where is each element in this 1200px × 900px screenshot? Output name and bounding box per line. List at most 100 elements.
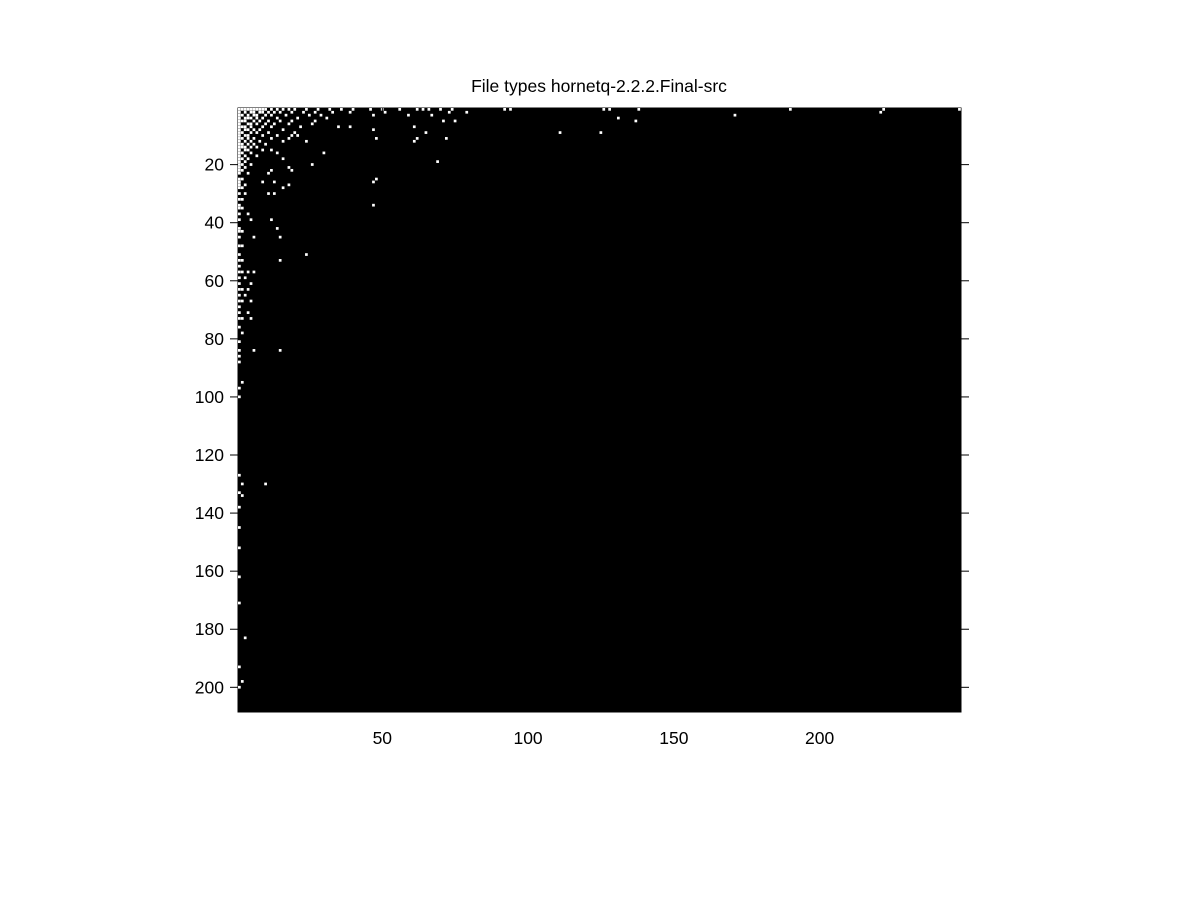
heatmap-cell — [310, 122, 314, 126]
heatmap-cell — [340, 108, 343, 111]
heatmap-cell — [249, 282, 253, 285]
y-tick-label: 160 — [195, 561, 224, 581]
heatmap-cell — [240, 125, 244, 129]
x-tick-label: 150 — [659, 728, 688, 748]
plot-area — [237, 107, 962, 713]
heatmap-cell — [328, 108, 332, 111]
heatmap-cell — [278, 119, 282, 123]
heatmap-cell — [602, 108, 606, 111]
heatmap-cell — [243, 148, 247, 152]
heatmap-cell — [296, 134, 300, 137]
heatmap-cell — [430, 113, 434, 117]
heatmap-cell — [249, 139, 253, 143]
heatmap-cell — [238, 151, 241, 155]
heatmap-cell — [238, 575, 241, 579]
heatmap-cell — [882, 108, 886, 111]
heatmap-cell — [287, 183, 291, 187]
heatmap-cell — [249, 122, 253, 126]
heatmap-cell — [238, 212, 241, 216]
heatmap-cell — [267, 131, 270, 134]
heatmap-cell — [238, 145, 241, 149]
heatmap-cell — [238, 163, 241, 166]
y-tick-label: 140 — [195, 503, 224, 523]
heatmap-cell — [270, 113, 273, 117]
heatmap-cell — [243, 119, 247, 123]
heatmap-cell — [243, 134, 247, 137]
heatmap-cell — [310, 163, 314, 166]
heatmap-cell — [238, 180, 241, 184]
heatmap-cell — [246, 142, 250, 146]
heatmap-cell — [337, 125, 340, 129]
heatmap-cell — [238, 253, 241, 256]
heatmap-cell — [240, 119, 244, 123]
heatmap-cell — [375, 177, 378, 181]
heatmap-cell — [290, 119, 294, 123]
heatmap-cell — [243, 276, 247, 280]
heatmap-cell — [319, 113, 323, 117]
y-tick-label: 180 — [195, 619, 224, 639]
heatmap-cell — [238, 299, 241, 303]
heatmap-cell — [240, 288, 244, 291]
heatmap-cell — [270, 125, 273, 129]
heatmap-cell — [246, 270, 250, 274]
heatmap-cell — [608, 108, 611, 111]
heatmap-cell — [281, 139, 285, 143]
heatmap-cell — [238, 192, 241, 195]
heatmap-cell — [252, 128, 256, 132]
heatmap-cell — [238, 491, 241, 495]
heatmap-cell — [305, 253, 308, 256]
heatmap-cells — [238, 108, 961, 689]
heatmap-cell — [240, 317, 244, 320]
heatmap-cell — [267, 171, 270, 175]
heatmap-cell — [255, 116, 259, 120]
heatmap-cell — [383, 110, 387, 114]
heatmap-cell — [240, 157, 244, 161]
heatmap-cell — [509, 108, 512, 111]
heatmap-cell — [238, 113, 241, 117]
heatmap-cell — [293, 108, 297, 111]
heatmap-cell — [302, 110, 305, 114]
heatmap-cell — [243, 128, 247, 132]
heatmap-cell — [249, 218, 253, 222]
heatmap-cell — [453, 119, 457, 123]
heatmap-cell — [252, 119, 256, 123]
heatmap-cell — [238, 168, 241, 172]
heatmap-cell — [427, 108, 431, 111]
heatmap-cell — [278, 235, 282, 239]
heatmap-cell — [252, 137, 256, 140]
heatmap-cell — [238, 119, 241, 123]
heatmap-cell — [240, 299, 244, 303]
heatmap-cell — [313, 119, 317, 123]
heatmap-cell — [238, 288, 241, 291]
heatmap-cell — [264, 108, 267, 111]
heatmap-cell — [287, 166, 291, 169]
heatmap-cell — [238, 171, 241, 175]
heatmap-cell — [272, 180, 276, 184]
heatmap-cell — [348, 110, 352, 114]
heatmap-cell — [238, 125, 241, 129]
heatmap-cell — [261, 180, 265, 184]
heatmap-cell — [240, 151, 244, 155]
heatmap-cell — [238, 160, 241, 163]
heatmap-cell — [238, 110, 241, 114]
heatmap-cell — [258, 110, 262, 114]
heatmap-cell — [243, 183, 247, 187]
x-axis-ticks: 50 100 150 200 — [373, 108, 834, 748]
heatmap-cell — [240, 108, 244, 111]
heatmap-cell — [238, 116, 241, 120]
heatmap-cell — [238, 259, 241, 262]
heatmap-cell — [238, 473, 241, 477]
heatmap-cell — [372, 180, 375, 184]
heatmap-cell — [789, 108, 792, 111]
heatmap-cell — [249, 317, 253, 320]
heatmap-cell — [238, 270, 241, 274]
heatmap-cell — [599, 131, 603, 134]
heatmap-cell — [261, 108, 265, 111]
heatmap-cell — [246, 288, 250, 291]
heatmap-cell — [238, 142, 241, 146]
heatmap-cell — [275, 134, 279, 137]
heatmap-cell — [238, 665, 241, 669]
heatmap-cell — [258, 139, 262, 143]
heatmap-cell — [238, 218, 241, 222]
